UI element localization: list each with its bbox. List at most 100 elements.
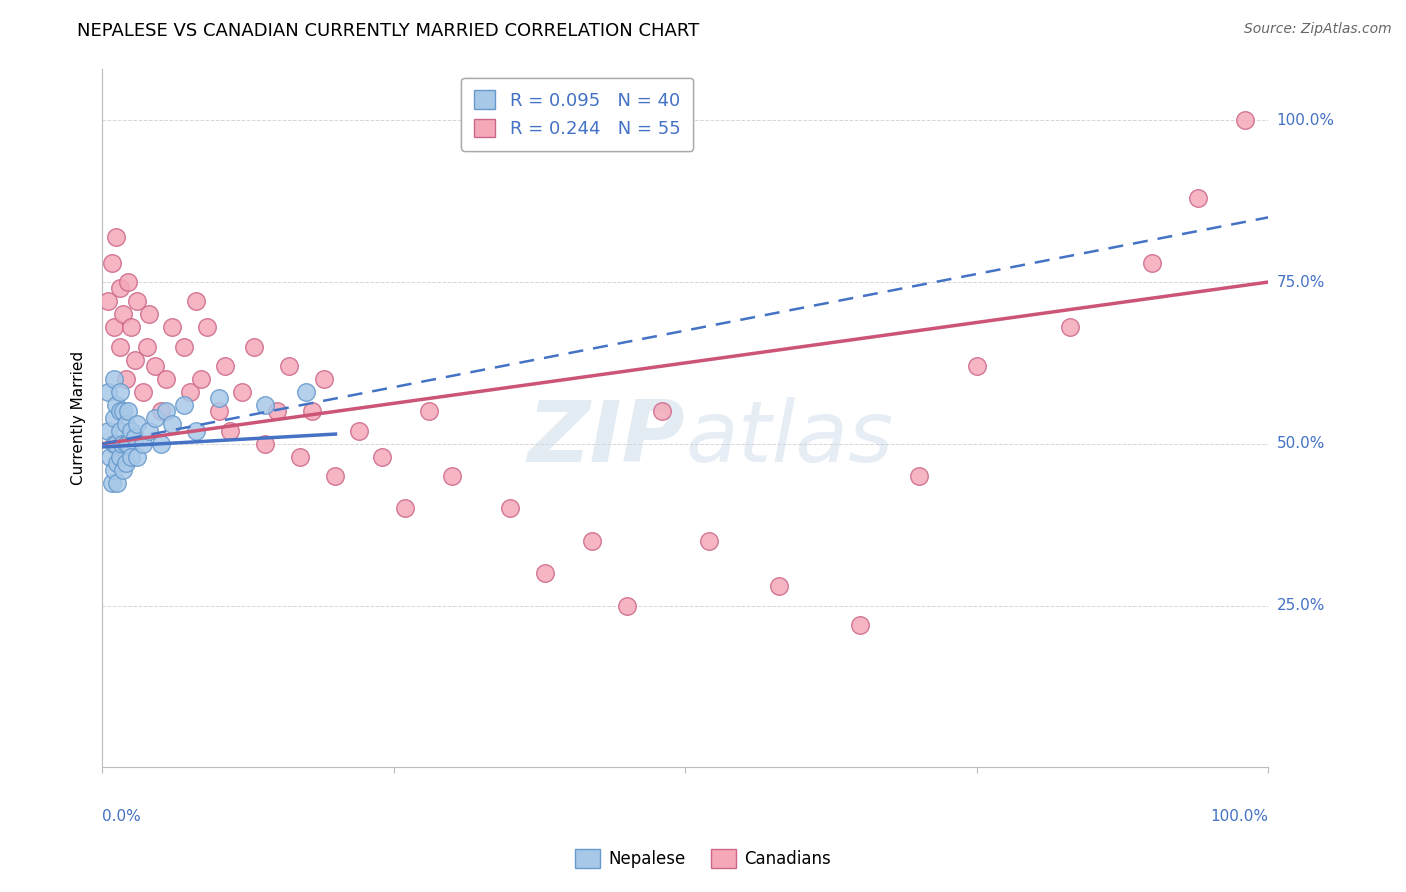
Point [105, 437, 128, 451]
Point [160, 417, 183, 432]
Point [114, 417, 136, 432]
Point [97, 384, 120, 399]
Text: 50.0%: 50.0% [1277, 436, 1324, 451]
Point [108, 340, 131, 354]
Point [243, 340, 266, 354]
Point [1234, 113, 1257, 128]
Point [325, 469, 347, 483]
Text: 100.0%: 100.0% [1277, 112, 1334, 128]
Point [371, 450, 394, 464]
Point [108, 404, 131, 418]
Text: Source: ZipAtlas.com: Source: ZipAtlas.com [1244, 22, 1392, 37]
Point [295, 384, 318, 399]
Point [103, 372, 125, 386]
Point [108, 384, 131, 399]
Point [108, 424, 131, 438]
Point [105, 398, 128, 412]
Point [103, 410, 125, 425]
Point [138, 307, 160, 321]
Legend: R = 0.095   N = 40, R = 0.244   N = 55: R = 0.095 N = 40, R = 0.244 N = 55 [461, 78, 693, 151]
Point [441, 469, 464, 483]
Point [149, 404, 172, 418]
Point [105, 475, 128, 490]
Point [418, 404, 440, 418]
Point [111, 437, 134, 451]
Point [155, 404, 177, 418]
Point [124, 430, 146, 444]
Point [127, 294, 149, 309]
Point [534, 566, 557, 581]
Point [208, 404, 231, 418]
Point [907, 469, 929, 483]
Point [112, 307, 135, 321]
Point [112, 463, 135, 477]
Point [108, 450, 131, 464]
Point [149, 437, 172, 451]
Point [143, 410, 166, 425]
Point [208, 392, 231, 406]
Point [114, 437, 136, 451]
Text: 100.0%: 100.0% [1211, 809, 1268, 824]
Point [97, 294, 120, 309]
Point [173, 398, 195, 412]
Point [127, 450, 149, 464]
Point [301, 404, 323, 418]
Point [1187, 191, 1209, 205]
Point [254, 437, 277, 451]
Point [173, 340, 195, 354]
Legend: Nepalese, Canadians: Nepalese, Canadians [568, 843, 838, 875]
Point [135, 340, 157, 354]
Point [155, 372, 177, 386]
Point [117, 275, 139, 289]
Point [100, 450, 122, 464]
Point [616, 599, 638, 613]
Point [138, 424, 160, 438]
Point [132, 384, 155, 399]
Point [114, 372, 136, 386]
Point [103, 320, 125, 334]
Point [499, 501, 522, 516]
Point [184, 424, 207, 438]
Point [290, 450, 312, 464]
Point [1140, 255, 1163, 269]
Point [160, 320, 183, 334]
Point [254, 398, 277, 412]
Text: atlas: atlas [685, 397, 893, 481]
Point [179, 384, 201, 399]
Point [105, 229, 128, 244]
Text: ZIP: ZIP [527, 397, 685, 481]
Point [117, 437, 139, 451]
Point [966, 359, 988, 373]
Point [277, 359, 299, 373]
Point [195, 320, 218, 334]
Point [231, 384, 253, 399]
Point [312, 372, 335, 386]
Point [581, 533, 603, 548]
Point [219, 424, 242, 438]
Point [117, 404, 139, 418]
Point [132, 437, 155, 451]
Point [214, 359, 236, 373]
Point [697, 533, 720, 548]
Point [103, 463, 125, 477]
Point [768, 579, 790, 593]
Point [347, 424, 370, 438]
Y-axis label: Currently Married: Currently Married [72, 351, 86, 485]
Point [266, 404, 288, 418]
Text: NEPALESE VS CANADIAN CURRENTLY MARRIED CORRELATION CHART: NEPALESE VS CANADIAN CURRENTLY MARRIED C… [77, 22, 700, 40]
Text: 75.0%: 75.0% [1277, 275, 1324, 290]
Point [143, 359, 166, 373]
Point [97, 424, 120, 438]
Point [100, 475, 122, 490]
Point [105, 456, 128, 470]
Point [100, 255, 122, 269]
Point [184, 294, 207, 309]
Point [190, 372, 212, 386]
Point [1059, 320, 1081, 334]
Point [127, 417, 149, 432]
Point [651, 404, 673, 418]
Point [394, 501, 416, 516]
Point [108, 281, 131, 295]
Point [112, 404, 135, 418]
Text: 0.0%: 0.0% [103, 809, 141, 824]
